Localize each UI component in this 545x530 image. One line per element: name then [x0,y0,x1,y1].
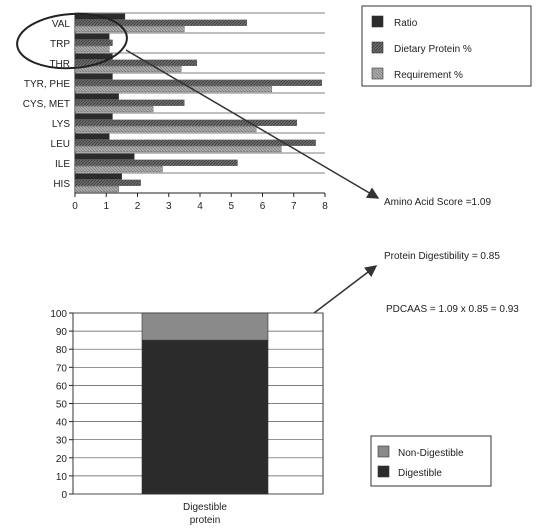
bar-non-digestible [141,312,269,341]
x-tick-label: Digestible [183,502,227,513]
legend-swatch [371,67,384,80]
bar-dietary-protein [74,179,141,186]
y-tick-label: TYR, PHE [24,79,70,90]
y-tick-label: 60 [56,381,68,392]
x-tick-label: 4 [197,201,203,212]
x-tick-label: 3 [166,201,172,212]
legend-label: Dietary Protein % [394,44,472,55]
y-tick-label: TRP [50,39,70,50]
y-tick-label: LYS [52,119,70,130]
bar-ratio [74,33,110,40]
bottom-chart-legend: Non-Digestible Digestible [370,435,492,487]
x-tick-label: protein [190,515,221,526]
bar-dietary-protein [74,59,198,66]
bar-requirement [74,185,119,193]
amino-acid-score-label: Amino Acid Score =1.09 [384,197,491,208]
y-tick-label: THR [49,59,70,70]
amino-acid-bar-chart: 0 1 2 3 4 5 6 7 8 VAL TRP THR TYR, PHE CYS, MET LYS LEU… [23,12,328,212]
y-tick-label: 90 [56,327,68,338]
legend-swatch [371,41,384,54]
legend-label: Ratio [394,18,418,29]
bar-dietary-protein [74,139,316,146]
bar-requirement [74,165,163,173]
x-tick-label: 8 [322,201,328,212]
x-tick-label: 2 [135,201,141,212]
y-tick-label: LEU [51,139,70,150]
bar-dietary-protein [74,119,298,126]
score-arrow [125,49,380,199]
y-tick-label: ILE [55,159,70,170]
legend-label: Non-Digestible [398,448,464,459]
legend-label: Digestible [398,468,442,479]
legend-box [361,5,532,87]
bar-ratio [74,113,113,120]
bar-dietary-protein [74,39,113,46]
legend-swatch [371,15,384,28]
bar-requirement [74,125,257,133]
bar-digestible [141,339,269,495]
legend-label: Requirement % [394,70,463,81]
bar-ratio [74,93,119,100]
bar-requirement [74,145,282,153]
x-tick-label: 5 [228,201,234,212]
y-tick-label: 70 [56,363,68,374]
y-tick-label: VAL [52,19,71,30]
y-tick-label: 0 [61,490,67,501]
y-tick-label: 50 [56,400,68,411]
x-tick-label: 1 [103,201,109,212]
protein-digestibility-label: Protein Digestibility = 0.85 [384,251,500,262]
bar-dietary-protein [74,159,238,166]
y-tick-label: 20 [56,454,68,465]
legend-swatch [377,445,390,458]
y-tick-label: CYS, MET [23,99,70,110]
x-tick-label: 7 [291,201,297,212]
bar-dietary-protein [74,99,185,106]
x-tick-label: 6 [260,201,266,212]
bar-ratio [74,73,113,80]
top-chart-legend: Ratio Dietary Protein % Requirement % [361,5,532,87]
pdcaas-label: PDCAAS = 1.09 x 0.85 = 0.93 [386,304,519,315]
bar-ratio [74,133,110,140]
legend-swatch [377,465,390,478]
y-tick-label: HIS [53,179,70,190]
bar-dietary-protein [74,19,248,26]
bar-requirement [74,65,182,73]
bar-dietary-protein [74,79,323,86]
digestibility-bar-chart: 0 10 20 30 40 50 60 70 80 90 100 Digestible protein [50,309,324,526]
y-tick-label: 10 [56,472,68,483]
y-tick-label: 40 [56,418,68,429]
bar-requirement [74,25,185,33]
y-tick-label: 100 [50,309,67,320]
bar-requirement [74,45,110,53]
bar-requirement [74,85,273,93]
highlight-ellipse [16,12,128,70]
bar-ratio [74,153,135,160]
bar-requirement [74,105,154,113]
bar-ratio [74,173,123,180]
legend-box [370,435,492,487]
y-tick-label: 30 [56,436,68,447]
x-tick-label: 0 [72,201,78,212]
bar-ratio [74,53,113,60]
y-tick-label: 80 [56,345,68,356]
